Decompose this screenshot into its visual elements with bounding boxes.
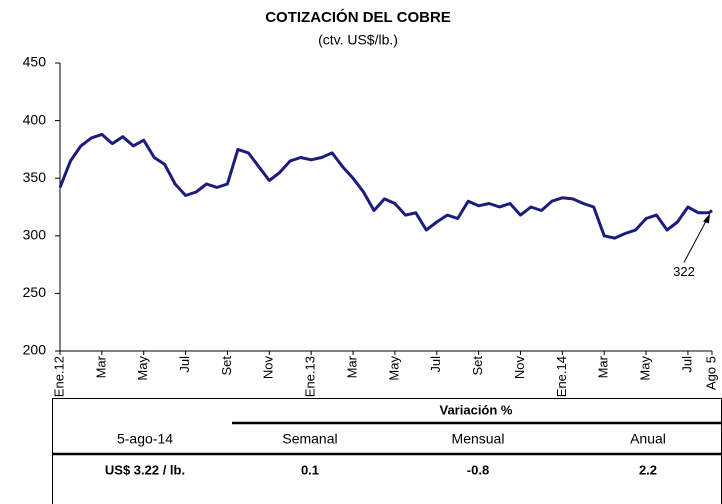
table-border	[52, 398, 722, 504]
x-tick-label: Set	[219, 356, 234, 376]
y-tick-label: 450	[23, 54, 47, 70]
table-cell: -0.8	[467, 462, 489, 477]
annotation: 322	[673, 264, 695, 279]
table-cell: 2.2	[639, 462, 657, 477]
x-tick-label: May	[638, 356, 653, 381]
column-header: Mensual	[452, 431, 505, 447]
annotation-arrowhead	[703, 213, 710, 224]
table-header: Variación %	[440, 402, 513, 417]
y-tick-label: 200	[23, 342, 47, 358]
column-header: 5-ago-14	[117, 431, 173, 447]
x-tick-label: Ene.12	[51, 356, 66, 397]
price-line	[58, 132, 713, 240]
y-tick-label: 400	[23, 111, 47, 127]
annotation-arrow	[683, 215, 710, 263]
x-tick-label: Mar	[93, 355, 108, 378]
column-header: Semanal	[282, 431, 337, 447]
x-tick-label: Jul	[428, 356, 443, 373]
x-tick-label: Ene.14	[554, 356, 569, 397]
x-tick-label: Ago 5	[703, 356, 718, 390]
table-cell: US$ 3.22 / lb.	[105, 462, 185, 477]
y-tick-label: 350	[23, 169, 47, 185]
x-tick-label: Mar	[344, 355, 359, 378]
column-header: Anual	[630, 431, 666, 447]
x-tick-label: Set	[470, 356, 485, 376]
summary-table: Variación % 5-ago-14 Semanal Mensual Anu…	[52, 398, 722, 504]
y-tick-label: 250	[23, 284, 47, 300]
x-tick-label: Jul	[679, 356, 694, 373]
x-tick-label: Nov	[512, 356, 527, 380]
x-tick-label: Ene.13	[303, 356, 318, 397]
chart-title: COTIZACIÓN DEL COBRE	[265, 8, 451, 26]
y-tick-label: 300	[23, 227, 47, 243]
x-tick-label: Mar	[596, 355, 611, 378]
chart-subtitle: (ctv. US$/lb.)	[318, 32, 398, 48]
x-tick-label: Nov	[261, 356, 276, 380]
x-tick-label: May	[135, 356, 150, 381]
x-tick-label: Jul	[177, 356, 192, 373]
table-cell: 0.1	[301, 462, 319, 477]
x-tick-label: May	[386, 356, 401, 381]
